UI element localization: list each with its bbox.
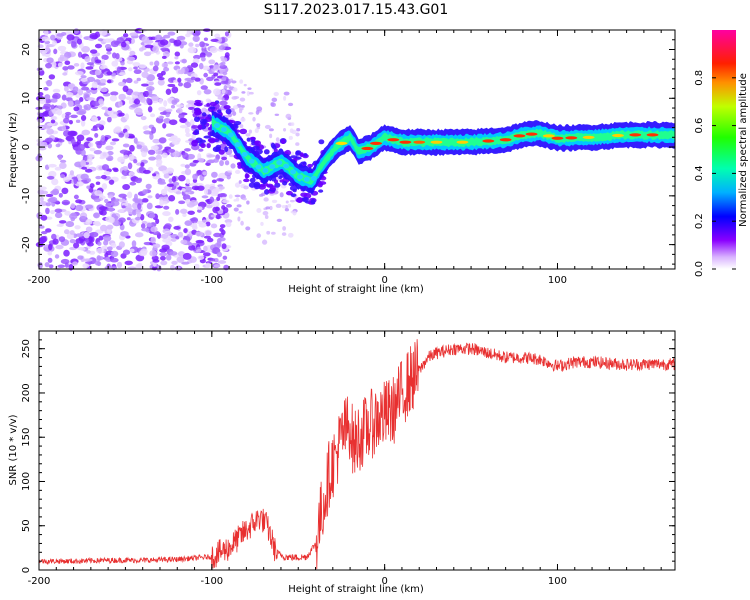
snr-y-label: SNR (10 * v/v): [8, 414, 19, 485]
spectrogram-background-noise: [35, 27, 328, 272]
snr-x-tick-label-0: -200: [28, 576, 51, 587]
ridge-hotspot-7: [456, 140, 469, 144]
figure-title: S117.2023.017.15.43.G01: [264, 2, 449, 18]
ridge-band-outer: [211, 109, 676, 195]
snr-x-tick-label-1: -100: [200, 576, 223, 587]
snr-frame: [38, 330, 676, 571]
ridge-hotspot-3: [387, 138, 400, 142]
spectrogram-x-ticks: -200 -100 0 100: [28, 30, 662, 286]
spectrogram-x-tick-label-1: -100: [200, 275, 223, 286]
snr-y-tick-label-5: 250: [21, 339, 32, 358]
snr-y-tick-label-0: 0: [21, 567, 32, 573]
colorbar-ticks: 0.0 0.2 0.4 0.6 0.8: [694, 70, 736, 277]
ridge-hotspot-0: [335, 141, 348, 146]
spectrogram-x-tick-label-0: -200: [28, 275, 51, 286]
snr-y-tick-label-1: 50: [21, 519, 32, 532]
spectrogram-frame: [38, 29, 676, 270]
ridge-band-mid: [211, 115, 676, 188]
ridge-hotspot-14: [565, 136, 578, 140]
spectrogram-x-tick-label-2: 0: [381, 275, 387, 286]
colorbar-gradient: [712, 30, 736, 269]
colorbar-tick-label-3: 0.6: [694, 118, 705, 134]
snr-x-ticks: -200 -100 0 100: [28, 331, 662, 587]
spectrogram-x-label: Height of straight line (km): [288, 284, 424, 295]
colorbar: 0.0 0.2 0.4 0.6 0.8 Normalized spectral ampl…: [694, 30, 749, 277]
snr-x-label: Height of straight line (km): [288, 584, 424, 595]
ridge-hotspot-2: [370, 141, 383, 146]
spectrogram-y-tick-label-0: -20: [21, 236, 32, 252]
ridge-hotspot-18: [646, 133, 659, 137]
colorbar-tick-label-2: 0.4: [694, 165, 705, 181]
spectrogram-x-tick-label-3: 100: [548, 275, 567, 286]
colorbar-tick-label-4: 0.8: [694, 70, 705, 86]
spectrogram-y-ticks: -20 -10 0 10 20: [21, 29, 675, 265]
ridge-hotspot-1: [361, 146, 374, 151]
snr-y-tick-label-4: 200: [21, 383, 32, 402]
ridge-hotspot-16: [611, 133, 624, 138]
snr-x-tick-label-2: 0: [381, 576, 387, 587]
snr-series-line: [38, 339, 676, 570]
spectrogram-y-label: Frequency (Hz): [8, 112, 19, 188]
ridge-hotspot-5: [413, 140, 426, 144]
spectrogram-y-tick-label-2: 0: [21, 144, 32, 150]
colorbar-label: Normalized spectral amplitude: [738, 73, 749, 227]
colorbar-tick-label-1: 0.2: [694, 213, 705, 229]
ridge-hotspot-15: [582, 135, 595, 140]
ridge-hotspot-17: [629, 133, 642, 137]
snr-x-tick-label-3: 100: [548, 576, 567, 587]
ridge-hotspot-12: [542, 134, 555, 138]
snr-y-tick-label-2: 100: [21, 472, 32, 491]
ridge-hotspot-10: [513, 134, 526, 138]
snr-y-ticks: 0 50 100 150 200 250: [21, 330, 675, 573]
ridge-hotspot-6: [430, 140, 443, 144]
spectrogram-y-tick-label-1: -10: [21, 188, 32, 204]
snr-panel: -200 -100 0 100 0 50 100 150 200 250 Height of s…: [8, 330, 676, 595]
ridge-hotspot-11: [525, 132, 538, 136]
spectrogram-y-tick-label-4: 20: [21, 43, 32, 56]
spectrogram-ridge: [211, 109, 676, 195]
spectrogram-y-tick-label-3: 10: [21, 92, 32, 105]
ridge-hotspot-8: [482, 139, 495, 143]
ridge-hotspot-4: [399, 140, 412, 144]
snr-y-tick-label-3: 150: [21, 428, 32, 447]
ridge-hotspot-9: [499, 138, 512, 142]
colorbar-tick-label-0: 0.0: [694, 261, 705, 277]
ridge-hotspot-13: [551, 136, 564, 140]
